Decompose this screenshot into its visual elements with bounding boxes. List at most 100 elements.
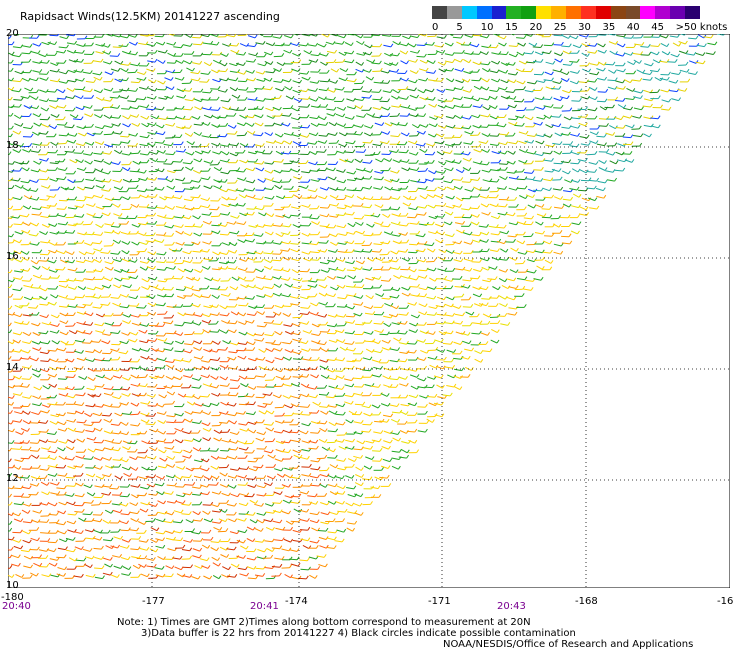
wind-barb — [74, 279, 83, 282]
legend-swatch — [446, 6, 463, 19]
legend-swatch — [640, 6, 656, 19]
wind-barb-tick — [524, 276, 528, 280]
wind-barb-tick — [351, 159, 355, 163]
wind-barb-tick — [162, 365, 166, 369]
wind-barb — [462, 340, 470, 345]
wind-barb — [78, 132, 85, 137]
wind-barb-tick — [117, 356, 121, 361]
wind-barb-tick — [179, 69, 183, 73]
wind-barb-tick — [217, 107, 221, 111]
wind-barb — [86, 213, 94, 217]
wind-barb — [190, 196, 199, 199]
wind-barb — [347, 275, 354, 280]
wind-barb-tick — [549, 115, 553, 119]
wind-barb-tick — [578, 221, 582, 225]
wind-barb-tick — [486, 231, 490, 236]
wind-barb — [336, 123, 344, 128]
wind-barb — [505, 213, 514, 217]
wind-barb — [237, 355, 245, 360]
wind-barb — [373, 243, 382, 246]
wind-barb-tick — [531, 139, 535, 144]
wind-barb — [346, 360, 355, 363]
wind-barb — [222, 340, 229, 345]
wind-barb — [398, 313, 407, 316]
wind-barb — [55, 268, 64, 271]
wind-barb-tick — [38, 149, 41, 153]
wind-barb — [112, 239, 119, 244]
wind-barb — [274, 305, 282, 309]
wind-barb — [229, 342, 238, 346]
wind-barb — [452, 36, 461, 39]
wind-barb — [399, 77, 407, 82]
wind-barb-tick — [443, 104, 447, 109]
wind-barb — [23, 105, 31, 109]
wind-barb-tick — [486, 224, 489, 228]
wind-barb — [58, 284, 67, 288]
wind-barb-tick — [119, 130, 123, 135]
wind-barb — [327, 314, 336, 318]
wind-barb-tick — [110, 78, 114, 82]
wind-barb-tick — [251, 211, 255, 216]
wind-barb-tick — [126, 95, 130, 99]
wind-barb-tick — [612, 61, 616, 66]
wind-barb — [470, 214, 478, 218]
wind-barb — [11, 106, 20, 108]
wind-barb — [227, 356, 235, 361]
wind-barb-tick — [395, 313, 399, 318]
wind-barb-tick — [642, 69, 646, 74]
wind-barb-tick — [603, 194, 607, 199]
wind-barb — [110, 348, 118, 352]
wind-barb-tick — [443, 296, 447, 301]
wind-barb — [615, 80, 623, 84]
wind-barb — [379, 333, 388, 336]
wind-barb — [326, 359, 335, 361]
wind-barb-tick — [665, 34, 669, 39]
wind-barb — [326, 50, 335, 54]
wind-barb-tick — [396, 178, 400, 182]
wind-barb-tick — [467, 151, 471, 156]
wind-barb-tick — [200, 41, 204, 45]
wind-barb-tick — [180, 304, 184, 308]
wind-barb-tick — [12, 311, 16, 316]
wind-barb-tick — [270, 86, 273, 91]
wind-barb-tick — [270, 61, 274, 65]
wind-barb — [67, 79, 76, 83]
wind-barb — [246, 313, 255, 316]
wind-barb — [130, 63, 138, 67]
wind-barb-tick — [237, 277, 240, 281]
wind-barb-tick — [468, 223, 472, 227]
wind-barb-tick — [387, 131, 391, 135]
wind-barb-tick — [63, 104, 67, 109]
wind-barb-tick — [585, 206, 589, 210]
wind-barb-tick — [243, 168, 247, 173]
wind-barb-tick — [30, 133, 34, 138]
wind-barb-tick — [432, 340, 436, 344]
wind-barb — [50, 62, 58, 66]
wind-barb-tick — [559, 141, 563, 145]
wind-barb-tick — [299, 79, 303, 84]
wind-barb — [481, 212, 489, 216]
wind-barb — [112, 230, 119, 235]
wind-barb — [281, 123, 289, 127]
wind-barb-tick — [101, 158, 104, 163]
wind-barb — [77, 232, 85, 236]
wind-barb — [129, 170, 138, 173]
wind-barb-tick — [36, 222, 40, 227]
wind-barb — [86, 203, 94, 207]
wind-barb-tick — [181, 241, 185, 246]
wind-barb-tick — [164, 310, 168, 315]
wind-barb-tick — [83, 357, 87, 361]
wind-barb — [480, 257, 488, 262]
wind-barb — [226, 221, 235, 225]
wind-barb — [587, 197, 596, 202]
wind-barb — [49, 358, 57, 363]
wind-barb — [418, 33, 426, 37]
wind-barb — [219, 329, 227, 334]
wind-barb-tick — [407, 179, 411, 183]
wind-barb-tick — [566, 78, 570, 82]
wind-barb-tick — [181, 32, 185, 37]
wind-barb — [128, 34, 136, 38]
wind-barb — [254, 339, 262, 342]
wind-barb-tick — [684, 88, 688, 92]
wind-barb — [56, 232, 65, 234]
